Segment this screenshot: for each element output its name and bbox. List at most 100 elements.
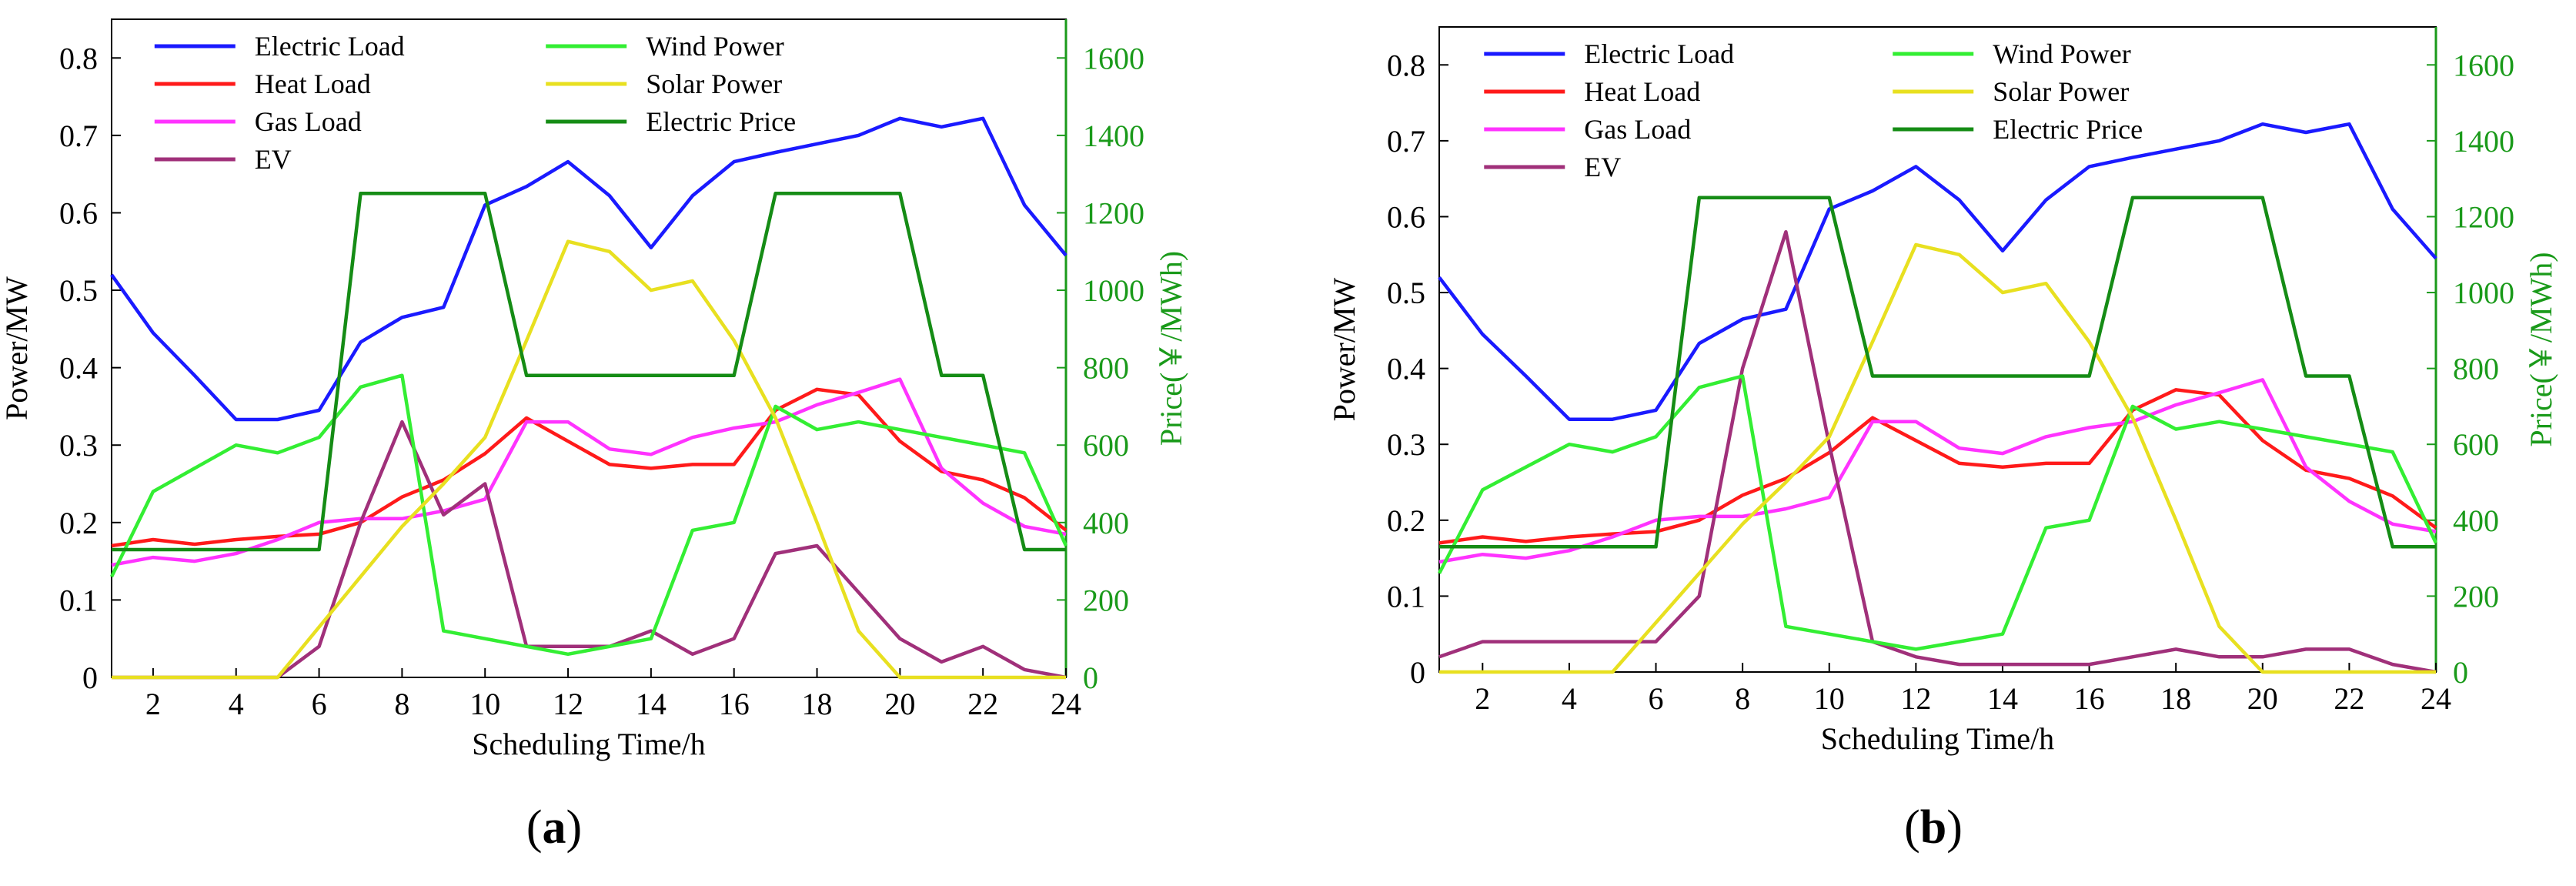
- y-tick-label: 0.6: [59, 196, 98, 230]
- y-tick-label: 0.8: [1387, 48, 1425, 82]
- series-line-ev: [1438, 229, 2437, 674]
- y-right-tick-label: 800: [2453, 352, 2499, 386]
- legend-label-ev: EV: [255, 144, 292, 175]
- y-right-tick-label: 200: [2453, 579, 2499, 614]
- panel-label-close-paren: ): [566, 801, 583, 854]
- y-right-tick-label: 1200: [1083, 196, 1144, 230]
- x-tick-label: 18: [802, 687, 833, 721]
- x-tick-label: 14: [636, 687, 667, 721]
- legend-label-solar-power: Solar Power: [1993, 76, 2129, 107]
- legend: Electric Load Heat Load Gas Load EV Wind Pow…: [154, 31, 796, 175]
- legend-label-electric-load: Electric Load: [1584, 38, 1734, 69]
- y-right-tick-label: 1600: [1083, 41, 1144, 75]
- y-right-tick-label: 1000: [2453, 276, 2514, 310]
- series-line-electric-load: [1438, 122, 2437, 421]
- y-right-tick-label: 0: [2453, 655, 2468, 690]
- y-right-tick-label: 200: [1083, 583, 1129, 617]
- x-tick-label: 12: [553, 687, 583, 721]
- chart-panel-a: 2 4 6 8 10 12 14 16 18 20 22 2400.10.20.30.40.50.60…: [0, 18, 1188, 854]
- y-axis-label: Power/MW: [0, 276, 34, 420]
- x-tick-label: 4: [1562, 681, 1577, 716]
- legend: Electric Load Heat Load Gas Load EV Wind Pow…: [1484, 38, 2143, 182]
- legend-label-heat-load: Heat Load: [1584, 76, 1700, 107]
- x-tick-label: 14: [1987, 681, 2018, 716]
- x-tick-label: 4: [229, 687, 244, 721]
- legend-label-heat-load: Heat Load: [255, 69, 371, 99]
- legend-label-wind-power: Wind Power: [646, 31, 784, 62]
- x-tick-label: 6: [312, 687, 327, 721]
- series-line-gas-load: [111, 377, 1067, 567]
- series-line-solar-power: [1439, 242, 2436, 674]
- panel-label: (b): [1904, 801, 1963, 854]
- y-tick-label: 0.6: [1387, 199, 1425, 234]
- y-tick-label: 0: [82, 660, 98, 695]
- series-line-solar-power: [112, 239, 1066, 680]
- y-right-tick-label: 1400: [2453, 124, 2514, 159]
- x-tick-label: 22: [967, 687, 998, 721]
- x-axis-label: Scheduling Time/h: [1821, 721, 2054, 756]
- x-tick-label: 22: [2334, 681, 2364, 716]
- legend-label-electric-load: Electric Load: [255, 31, 405, 62]
- x-tick-label: 10: [469, 687, 500, 721]
- panel-label-open-paren: (: [1904, 801, 1920, 854]
- series-line-wind-power: [1438, 374, 2438, 651]
- chart-panel-b: 2 4 6 8 10 12 14 16 18 20 22 2400.10.20.30.40.50.60…: [1327, 26, 2558, 854]
- y-tick-label: 0.1: [1387, 579, 1425, 614]
- y-right-tick-label: 600: [1083, 428, 1129, 463]
- y-tick-label: 0.3: [1387, 427, 1425, 462]
- panel-label-close-paren: ): [1946, 801, 1963, 854]
- y-right-tick-label: 0: [1083, 660, 1098, 695]
- legend-label-ev: EV: [1584, 152, 1621, 182]
- y-right-axis-label: Price(￥/MWh): [2524, 252, 2558, 446]
- x-tick-label: 10: [1814, 681, 1845, 716]
- series-line-electric-price: [1439, 196, 2436, 549]
- series-line-heat-load: [111, 387, 1067, 548]
- y-tick-label: 0: [1410, 655, 1425, 690]
- y-right-tick-label: 1400: [1083, 119, 1144, 153]
- series-line-electric-load: [110, 116, 1067, 422]
- y-right-tick-label: 1200: [2453, 199, 2514, 234]
- x-axis-label: Scheduling Time/h: [472, 727, 705, 761]
- x-tick-label: 20: [884, 687, 915, 721]
- x-tick-label: 18: [2160, 681, 2191, 716]
- legend-label-solar-power: Solar Power: [646, 69, 782, 99]
- x-tick-label: 2: [145, 687, 161, 721]
- x-tick-label: 24: [1051, 687, 1081, 721]
- y-right-tick-label: 800: [1083, 351, 1129, 386]
- y-tick-label: 0.5: [59, 273, 98, 308]
- y-tick-label: 0.8: [59, 41, 98, 75]
- legend-label-electric-price: Electric Price: [646, 106, 796, 137]
- panel-label-letter: a: [543, 801, 566, 854]
- series-line-heat-load: [1438, 388, 2437, 545]
- panel-label: (a): [526, 801, 582, 854]
- x-tick-label: 12: [1900, 681, 1931, 716]
- x-tick-label: 16: [719, 687, 750, 721]
- y-tick-label: 0.5: [1387, 276, 1425, 310]
- legend-label-electric-price: Electric Price: [1993, 114, 2143, 145]
- y-right-axis-label: Price(￥/MWh): [1154, 251, 1188, 446]
- y-axis-label: Power/MW: [1327, 277, 1362, 421]
- x-tick-label: 2: [1475, 681, 1490, 716]
- panel-label-letter: b: [1920, 801, 1946, 854]
- y-right-tick-label: 400: [2453, 503, 2499, 538]
- y-tick-label: 0.2: [1387, 503, 1425, 538]
- y-tick-label: 0.1: [59, 583, 98, 617]
- x-tick-label: 16: [2074, 681, 2105, 716]
- panel-label-open-paren: (: [526, 801, 543, 854]
- legend-label-gas-load: Gas Load: [1584, 114, 1691, 145]
- series-line-wind-power: [109, 373, 1068, 657]
- y-right-tick-label: 1600: [2453, 48, 2514, 82]
- legend-label-gas-load: Gas Load: [255, 106, 362, 137]
- x-tick-label: 6: [1649, 681, 1664, 716]
- series-line-electric-price: [112, 192, 1066, 552]
- x-tick-label: 8: [1735, 681, 1750, 716]
- y-tick-label: 0.7: [59, 119, 98, 153]
- y-tick-label: 0.4: [59, 351, 98, 386]
- y-tick-label: 0.3: [59, 428, 98, 463]
- series-line-gas-load: [1438, 378, 2437, 564]
- y-right-tick-label: 1000: [1083, 273, 1144, 308]
- y-right-tick-label: 400: [1083, 506, 1129, 540]
- legend-label-wind-power: Wind Power: [1993, 38, 2131, 69]
- y-tick-label: 0.7: [1387, 124, 1425, 159]
- x-tick-label: 24: [2421, 681, 2451, 716]
